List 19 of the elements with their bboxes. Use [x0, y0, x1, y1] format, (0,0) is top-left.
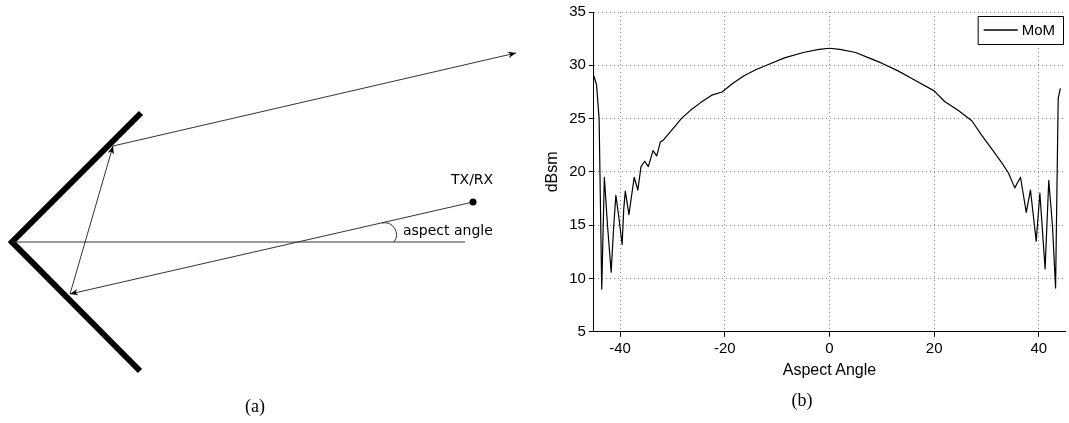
y-tick-label: 25	[569, 108, 586, 126]
y-tick-label: 35	[569, 2, 586, 20]
y-tick-label: 10	[569, 268, 586, 286]
text: (b)	[790, 390, 814, 411]
x-tick-label: 40	[1030, 338, 1048, 356]
x-tick-label: -20	[713, 338, 736, 356]
text: TX/RX	[450, 171, 494, 187]
legend-label: MoM	[1021, 21, 1056, 39]
y-tick-label: 30	[569, 55, 586, 73]
text: aspect angle	[403, 222, 493, 238]
text: (a)	[245, 396, 265, 417]
x-axis-title: Aspect Angle	[782, 360, 877, 378]
x-tick-label: 20	[925, 338, 943, 356]
y-tick-label: 5	[577, 321, 586, 339]
x-tick-label: 0	[825, 338, 834, 356]
y-tick-label: 15	[569, 215, 586, 233]
x-tick-label: -40	[609, 338, 631, 356]
y-axis-title: dBsm	[543, 151, 561, 193]
y-tick-label: 20	[569, 162, 586, 180]
